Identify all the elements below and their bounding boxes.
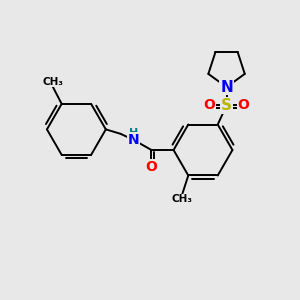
- Text: N: N: [220, 80, 233, 94]
- Text: CH₃: CH₃: [172, 194, 193, 204]
- Text: CH₃: CH₃: [42, 76, 63, 86]
- Text: H: H: [129, 128, 138, 138]
- Text: S: S: [221, 98, 232, 113]
- Text: N: N: [128, 133, 139, 147]
- Text: O: O: [238, 98, 250, 112]
- Text: O: O: [146, 160, 158, 174]
- Text: O: O: [203, 98, 215, 112]
